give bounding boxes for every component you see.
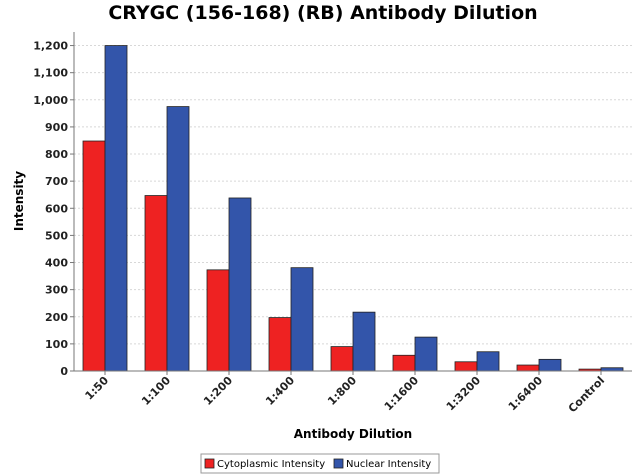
- legend-label: Nuclear Intensity: [346, 459, 431, 470]
- legend-frame: [200, 453, 440, 474]
- bar-nuclear: [414, 336, 438, 372]
- bar-nuclear: [290, 267, 314, 372]
- bar-nuclear: [476, 351, 500, 372]
- bar-cytoplasmic: [516, 364, 540, 372]
- bar-nuclear: [228, 197, 252, 372]
- x-ticks: 1:50 1:100 1:200 1:400 1:800 1:1600 1:3200 1:64…: [83, 371, 607, 415]
- x-tick-label: 1:50: [83, 374, 112, 403]
- legend-swatch: [204, 458, 215, 469]
- legend-swatch: [333, 458, 344, 469]
- y-ticks: 0 100 200 300 400 500 600 700 800 900 1,000 1,100 1,…: [33, 40, 74, 378]
- bar-cytoplasmic: [454, 361, 478, 372]
- legend-label: Cytoplasmic Intensity: [217, 459, 325, 470]
- legend: Cytoplasmic Intensity Nuclear Intensity: [200, 453, 440, 474]
- y-tick-label: 300: [45, 284, 68, 297]
- x-tick-label: 1:100: [139, 374, 173, 408]
- x-tick-label: 1:200: [201, 374, 235, 408]
- y-tick-label: 100: [45, 338, 68, 351]
- y-tick-label: 0: [60, 365, 68, 378]
- x-tick-label: 1:400: [263, 374, 297, 408]
- bar-cytoplasmic: [206, 269, 230, 372]
- y-tick-label: 800: [45, 148, 68, 161]
- bar-cytoplasmic: [330, 346, 354, 372]
- y-tick-label: 1,100: [33, 67, 68, 80]
- bar-cytoplasmic: [144, 195, 168, 372]
- x-tick-label: 1:3200: [444, 374, 484, 414]
- y-tick-label: 1,200: [33, 40, 68, 53]
- bar-nuclear: [104, 45, 128, 372]
- y-tick-label: 200: [45, 311, 68, 324]
- bar-cytoplasmic: [268, 317, 292, 372]
- y-tick-label: 400: [45, 257, 68, 270]
- x-tick-label: 1:1600: [382, 374, 422, 414]
- bar-cytoplasmic: [392, 354, 416, 372]
- x-tick-label: 1:6400: [506, 374, 546, 414]
- y-tick-label: 600: [45, 202, 68, 215]
- x-tick-label: 1:800: [325, 374, 359, 408]
- x-tick-label: Control: [566, 374, 607, 415]
- y-tick-label: 1,000: [33, 94, 68, 107]
- bar-cytoplasmic: [82, 140, 106, 372]
- chart-title: CRYGC (156-168) (RB) Antibody Dilution: [108, 2, 537, 24]
- bar-nuclear: [538, 358, 562, 372]
- bar-nuclear: [352, 311, 376, 372]
- y-axis-label: Intensity: [12, 171, 26, 231]
- y-tick-label: 500: [45, 229, 68, 242]
- x-axis-label: Antibody Dilution: [294, 427, 412, 441]
- bar-nuclear: [166, 106, 190, 372]
- y-tick-label: 700: [45, 175, 68, 188]
- y-tick-label: 900: [45, 121, 68, 134]
